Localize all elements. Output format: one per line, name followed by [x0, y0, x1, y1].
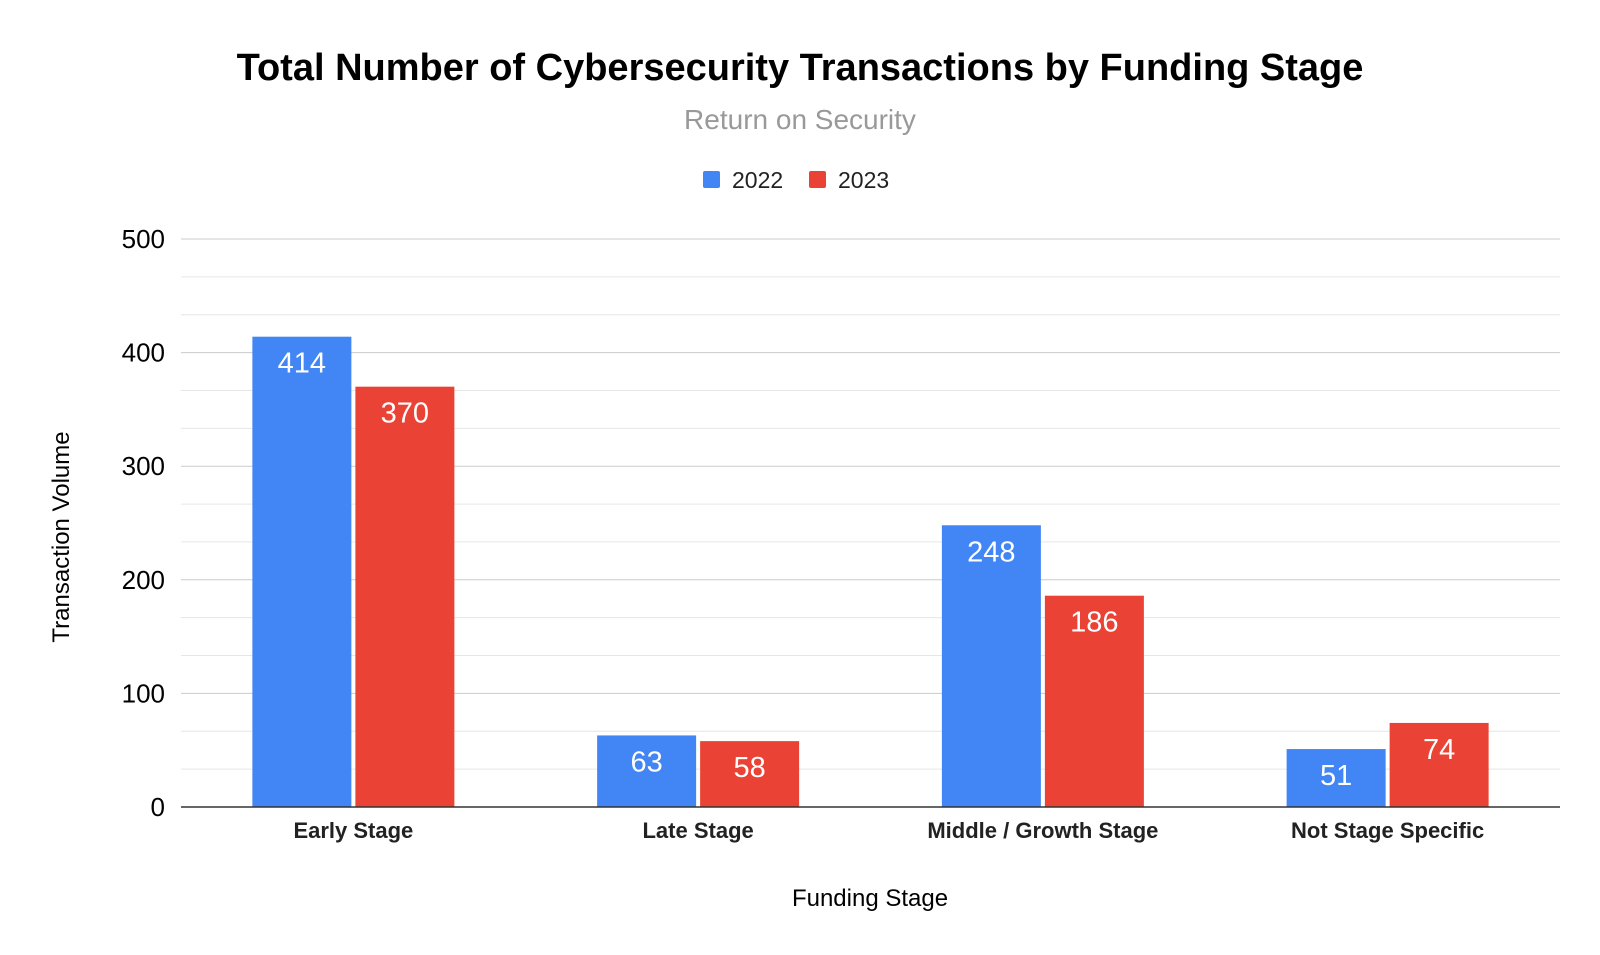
bar-2023-late-stage: [700, 741, 800, 807]
bar-2022-not-stage-specific: [1286, 749, 1386, 807]
bar-data-label: 370: [381, 398, 429, 430]
bar-data-label: 51: [1320, 760, 1352, 792]
legend: 2022 2023: [703, 167, 889, 193]
x-axis-ticks: Early Stage Late Stage Middle / Growth Sta…: [293, 818, 1484, 843]
legend-swatch: [809, 171, 826, 188]
bars: 414 370 63 58 248 186 51 74: [252, 336, 1489, 807]
x-tick-label: Not Stage Specific: [1291, 818, 1484, 843]
x-axis-label: Funding Stage: [792, 885, 948, 912]
bar-data-label: 248: [967, 536, 1015, 568]
legend-label: 2022: [732, 167, 783, 193]
y-tick-label: 100: [122, 678, 165, 708]
bar-2022-early-stage: [252, 336, 352, 807]
y-tick-label: 400: [122, 338, 165, 368]
bar-data-label: 414: [278, 348, 326, 380]
bar-data-label: 58: [733, 752, 765, 784]
bar-data-label: 186: [1070, 607, 1118, 639]
y-tick-label: 0: [151, 792, 165, 822]
x-tick-label: Middle / Growth Stage: [927, 818, 1158, 843]
x-tick-label: Early Stage: [293, 818, 413, 843]
y-tick-label: 300: [122, 451, 165, 481]
legend-swatch: [703, 171, 720, 188]
chart-subtitle: Return on Security: [684, 104, 916, 135]
bar-2023-early-stage: [355, 386, 455, 807]
bar-data-label: 63: [630, 746, 662, 778]
y-axis-label: Transaction Volume: [48, 431, 75, 642]
legend-label: 2023: [838, 167, 889, 193]
bar-2022-late-stage: [597, 735, 697, 807]
y-axis-ticks: 0 100 200 300 400 500: [122, 224, 165, 822]
bar-data-label: 74: [1423, 734, 1455, 766]
y-tick-label: 500: [122, 224, 165, 254]
bar-2023-not-stage-specific: [1389, 722, 1489, 807]
bar-2022-middle-growth-stage: [941, 525, 1041, 807]
bar-2023-middle-growth-stage: [1044, 595, 1144, 807]
y-tick-label: 200: [122, 565, 165, 595]
chart-title: Total Number of Cybersecurity Transactio…: [237, 47, 1364, 89]
x-tick-label: Late Stage: [642, 818, 753, 843]
